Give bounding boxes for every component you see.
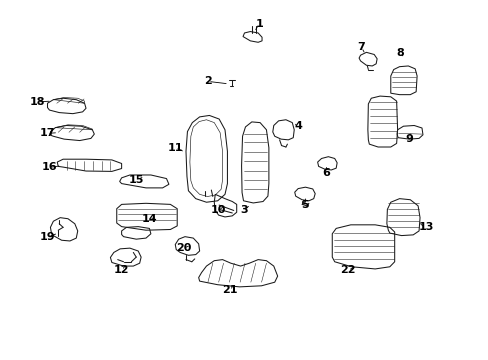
Text: 14: 14 — [142, 215, 157, 224]
Text: 10: 10 — [210, 206, 226, 216]
Text: 3: 3 — [240, 206, 248, 216]
Text: 9: 9 — [405, 134, 412, 144]
Text: 12: 12 — [114, 265, 129, 275]
Text: 5: 5 — [301, 200, 308, 210]
Text: 21: 21 — [222, 285, 237, 296]
Text: 7: 7 — [357, 42, 365, 52]
Text: 18: 18 — [29, 97, 45, 107]
Text: 22: 22 — [340, 265, 355, 275]
Text: 20: 20 — [176, 243, 191, 253]
Text: 17: 17 — [39, 129, 55, 138]
Text: 16: 16 — [41, 162, 57, 172]
Text: 4: 4 — [294, 121, 302, 131]
Text: 6: 6 — [322, 168, 330, 178]
Text: 15: 15 — [128, 175, 143, 185]
Text: 2: 2 — [203, 76, 211, 86]
Text: 1: 1 — [255, 19, 263, 29]
Text: 8: 8 — [396, 48, 404, 58]
Text: 19: 19 — [39, 232, 55, 242]
Text: 11: 11 — [167, 143, 183, 153]
Text: 13: 13 — [417, 222, 433, 232]
